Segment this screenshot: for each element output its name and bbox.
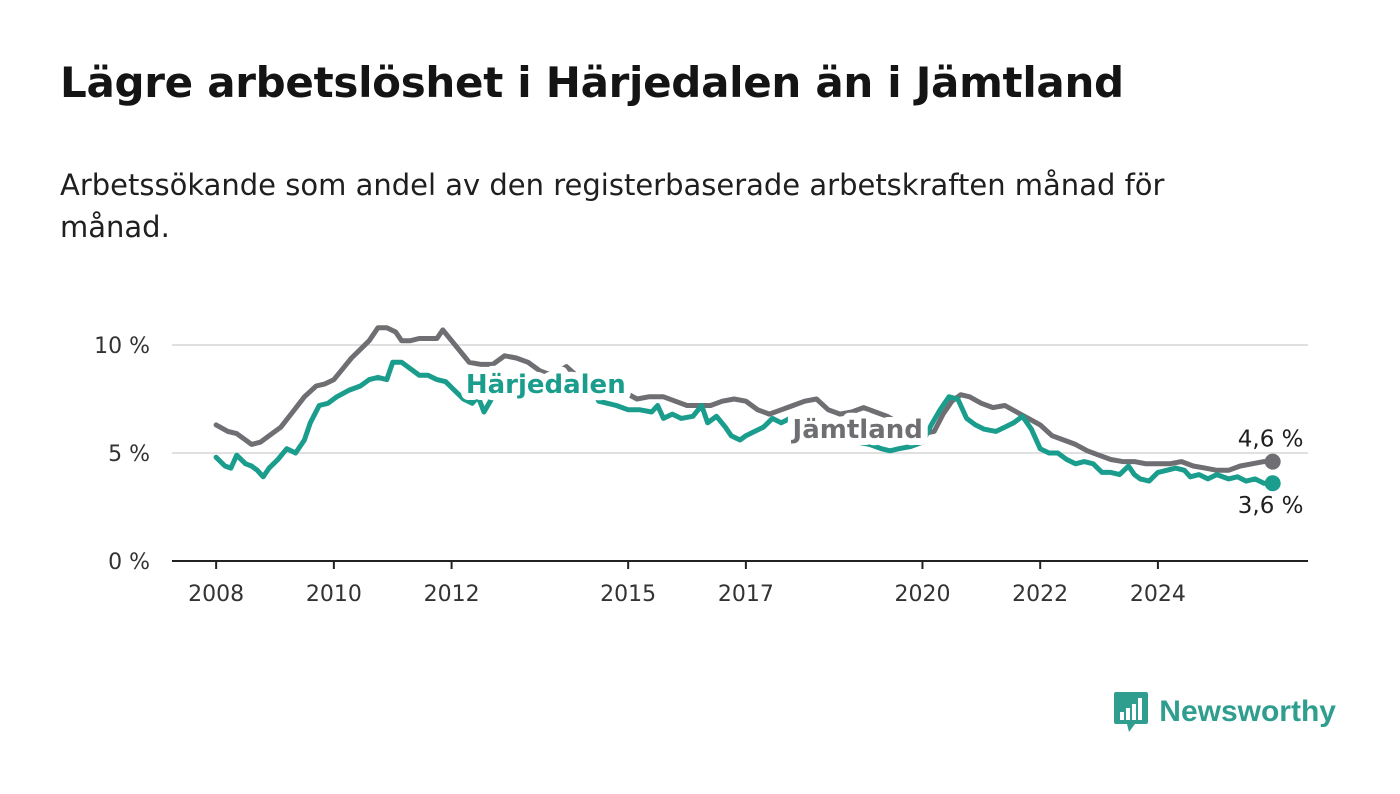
y-tick-label: 10 % <box>94 334 150 359</box>
series-label-härjedalen: Härjedalen <box>466 370 626 400</box>
x-tick-label: 2015 <box>600 582 656 607</box>
series-line-jämtland <box>213 325 1276 473</box>
end-value-label-härjedalen: 3,6 % <box>1238 493 1304 519</box>
series-labels: 4,6 % 3,6 % Härjedalen Jämtland <box>459 363 1304 519</box>
x-tick-label: 2024 <box>1130 582 1186 607</box>
end-value-label-jämtland: 4,6 % <box>1238 427 1304 453</box>
bar-chart-speech-bubble-icon <box>1114 692 1149 732</box>
chart-subtitle: Arbetssökande som andel av den registerb… <box>60 168 1165 244</box>
x-tick-label: 2008 <box>188 582 244 607</box>
x-tick-label: 2017 <box>718 582 774 607</box>
y-tick-label: 0 % <box>108 550 150 575</box>
series-label-jämtland: Jämtland <box>791 415 923 445</box>
series-lines <box>213 325 1281 492</box>
x-tick-label: 2010 <box>306 582 362 607</box>
x-tick-label: 2020 <box>894 582 950 607</box>
chart-title: Lägre arbetslöshet i Härjedalen än i Jäm… <box>60 58 1124 107</box>
newsworthy-logo: Newsworthy <box>1113 690 1336 734</box>
end-point-jämtland <box>1264 453 1281 470</box>
axes: 0 % 5 % 10 % 2008 2010 2012 2015 2017 2020 2022 20… <box>94 334 1308 607</box>
x-tick-label: 2022 <box>1012 582 1068 607</box>
series-line-härjedalen <box>213 359 1276 486</box>
y-tick-label: 5 % <box>108 442 150 467</box>
brand-name: Newsworthy <box>1159 695 1336 728</box>
x-tick-label: 2012 <box>424 582 480 607</box>
end-point-härjedalen <box>1264 475 1281 492</box>
